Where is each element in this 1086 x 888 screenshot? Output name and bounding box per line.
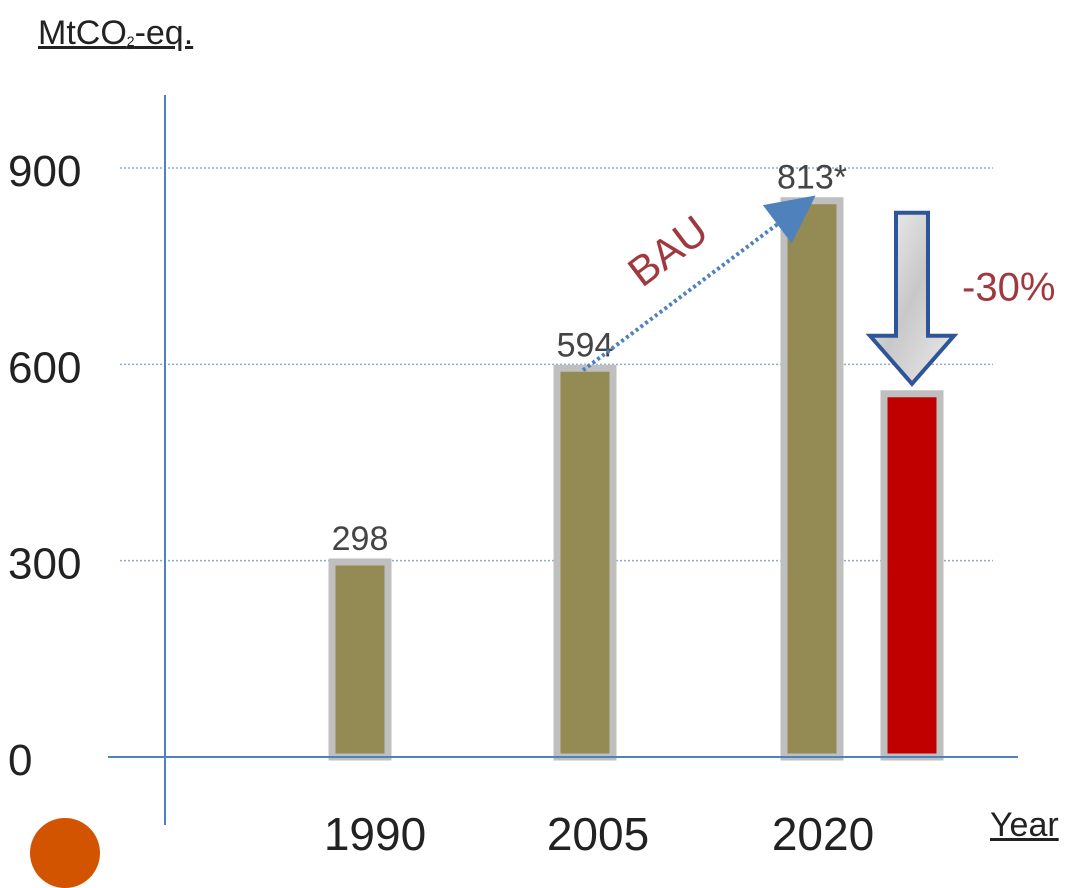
bar-2020-target [880,390,944,761]
y-tick-label-300: 300 [8,540,81,589]
bar-2005 [553,364,617,761]
emissions-bar-chart: 0 300 600 900 298 594 813* 1990 2005 2020 BAU -30% [8,95,1055,860]
bau-trend-arrow [581,195,816,372]
y-tick-label-900: 900 [8,147,81,196]
x-tick-label-2005: 2005 [547,808,649,860]
bau-label: BAU [619,206,716,295]
y-axis-unit-label: MtCO2-eq. [38,14,194,52]
y-tick-label-0: 0 [8,736,32,785]
reduction-percent-label: -30% [962,265,1055,309]
bar-value-label-2020: 813* [777,159,847,197]
bar-value-label-1990: 298 [332,520,389,558]
y-tick-label-600: 600 [8,343,81,392]
x-tick-label-2020: 2020 [772,808,874,860]
bar-1990 [328,558,392,761]
bar-2020 [780,197,844,761]
reduction-arrow-icon [865,210,959,387]
decorative-circle [30,818,100,888]
bar-value-label-2005: 594 [557,326,614,364]
x-tick-label-1990: 1990 [324,808,426,860]
x-axis-label: Year [990,806,1059,844]
